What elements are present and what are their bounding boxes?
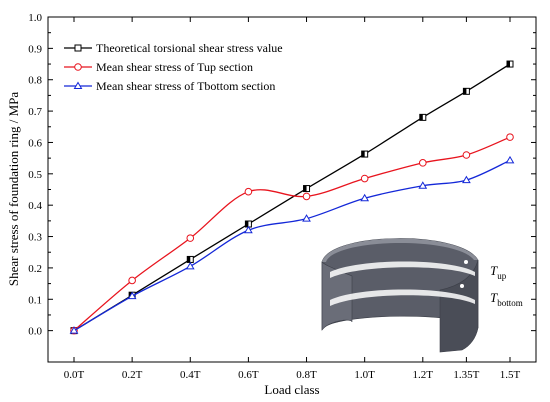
y-tick-label: 0.6 xyxy=(28,137,42,149)
x-tick-label: 0.4T xyxy=(180,369,201,381)
data-point-triangle xyxy=(127,291,137,300)
y-tick-label: 0.4 xyxy=(28,200,42,212)
data-point-square-fill xyxy=(463,88,467,95)
ring-lower-slot xyxy=(330,289,475,306)
x-tick-label: 1.2T xyxy=(413,369,434,381)
data-point-triangle xyxy=(505,155,515,164)
data-point-triangle xyxy=(69,326,79,334)
legend-label-theoretical: Theoretical torsional shear stress value xyxy=(96,41,283,55)
data-point-triangle xyxy=(462,175,471,184)
t-up-main: T xyxy=(490,263,498,278)
legend-item-theoretical: Theoretical torsional shear stress value xyxy=(64,41,283,55)
legend-item-tup: Mean shear stress of Tup section xyxy=(64,60,253,74)
legend-marker-square xyxy=(74,44,82,52)
y-axis: 0.0 0.1 0.2 0.3 0.4 0.5 0.6 0.7 0.8 0.9 1.0 xyxy=(28,12,536,338)
data-point-square-fill xyxy=(361,151,365,158)
data-point-circle xyxy=(244,187,253,196)
ring-right-wall xyxy=(439,259,479,353)
x-tick-label: 1.0T xyxy=(354,369,375,381)
t-bottom-sub: bottom xyxy=(497,298,523,308)
data-point-triangle xyxy=(185,261,195,270)
x-axis-title: Load class xyxy=(264,382,319,397)
x-tick-label: 0.6T xyxy=(238,369,259,381)
data-point-circle xyxy=(302,192,311,201)
y-tick-label: 0.5 xyxy=(28,169,42,181)
legend-marker-circle xyxy=(74,63,82,71)
data-point-triangle xyxy=(418,181,428,189)
data-point-circle xyxy=(462,151,471,159)
y-tick-label: 0.1 xyxy=(28,294,42,306)
legend-item-tbottom: Mean shear stress of Tbottom section xyxy=(64,79,275,93)
y-tick-label: 0.2 xyxy=(28,263,42,275)
y-tick-label: 0.8 xyxy=(28,75,42,87)
series-layer xyxy=(69,60,515,335)
data-point-circle xyxy=(419,159,427,167)
y-tick-label: 0.0 xyxy=(28,326,42,338)
ring-front-wall xyxy=(321,261,353,331)
data-point-triangle xyxy=(302,214,311,222)
x-tick-label: 1.5T xyxy=(500,369,521,381)
t-up-label: Tup xyxy=(490,263,507,281)
data-point-circle xyxy=(360,174,369,183)
y-tick-label: 0.3 xyxy=(28,232,42,244)
x-tick-label: 0.0T xyxy=(64,369,85,381)
legend-marker-triangle xyxy=(73,81,83,89)
x-tick-label: 0.8T xyxy=(296,369,317,381)
y-axis-title: Shear stress of foundation ring / MPa xyxy=(6,92,21,286)
data-point-square-fill xyxy=(507,61,510,68)
ring-marker-bottom xyxy=(460,284,464,288)
ring-upper-slot xyxy=(330,261,475,278)
foundation-ring-illustration: Tup Tbottom xyxy=(321,238,523,353)
data-point-square-fill xyxy=(187,256,191,263)
y-tick-label: 0.7 xyxy=(28,106,42,118)
data-point-triangle xyxy=(360,193,370,202)
legend-label-tup: Mean shear stress of Tup section xyxy=(96,60,253,74)
data-point-square-fill xyxy=(245,221,249,227)
data-point-circle xyxy=(186,234,195,242)
t-bottom-label: Tbottom xyxy=(490,290,523,308)
series-line-3 xyxy=(73,159,511,332)
ring-marker-up xyxy=(464,260,468,264)
x-tick-label: 1.35T xyxy=(453,369,479,381)
data-point-square-fill xyxy=(419,114,423,121)
y-tick-label: 1.0 xyxy=(28,12,42,24)
legend-label-tbottom: Mean shear stress of Tbottom section xyxy=(96,79,275,93)
x-tick-label: 0.2T xyxy=(122,369,143,381)
t-bottom-main: T xyxy=(490,290,498,305)
t-up-sub: up xyxy=(497,271,507,281)
ring-top-rim xyxy=(322,238,478,262)
data-point-circle xyxy=(128,276,136,285)
x-axis: 0.0T 0.2T 0.4T 0.6T 0.8T 1.0T 1.2T 1.35T 1.5T xyxy=(64,17,521,381)
data-point-triangle xyxy=(244,225,253,234)
data-point-circle xyxy=(506,133,514,141)
legend: Theoretical torsional shear stress value… xyxy=(64,41,283,93)
data-point-square-fill xyxy=(303,185,307,192)
y-tick-label: 0.9 xyxy=(28,43,42,55)
